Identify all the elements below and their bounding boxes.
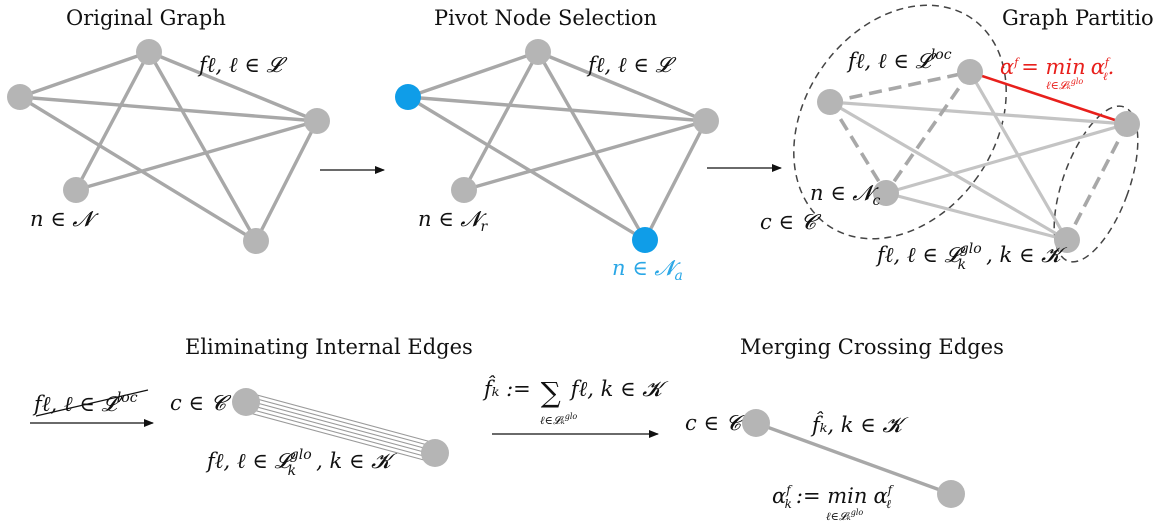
alpha-min-formula: αf = min αf ℓ. ℓ∈𝓛ₖglo — [1000, 55, 1114, 92]
panel-eliminating: Eliminating Internal Edges fℓ, ℓ ∈ 𝓛loc … — [30, 335, 473, 479]
alpha-k-formula: αf k:= min αf ℓ ℓ∈𝓛ₖglo — [772, 483, 895, 523]
graph-nodes — [395, 39, 719, 253]
cluster-ellipse-left — [793, 4, 1007, 240]
panel-merging: Merging Crossing Edges f̂ₖ := ∑ fℓ, k ∈ 𝓚 … — [482, 335, 1004, 523]
node-set-label: n ∈ 𝓝 — [30, 207, 99, 231]
panel-title: Original Graph — [66, 6, 226, 30]
eliminated-edge-label: fℓ, ℓ ∈ 𝓛loc — [32, 390, 138, 416]
panel-graph-partition: Graph Partition fℓ, ℓ ∈ 𝓛loc — [760, 4, 1153, 273]
cluster-node-label: n ∈ 𝓝c — [810, 181, 881, 209]
sum-formula: f̂ₖ := ∑ fℓ, k ∈ 𝓚 — [482, 376, 669, 409]
pivot-node — [632, 227, 658, 253]
cluster-node — [742, 409, 770, 437]
svg-text:ℓ∈𝓛ₖglo: ℓ∈𝓛ₖglo — [826, 508, 863, 523]
edge-set-label: fℓ, ℓ ∈ 𝓛 — [586, 53, 677, 77]
svg-text:ℓ∈𝓛ₖglo: ℓ∈𝓛ₖglo — [1046, 77, 1083, 92]
cluster-set-label: c ∈ 𝓒 — [760, 210, 822, 234]
cluster-set-label: c ∈ 𝓒 — [170, 391, 232, 415]
graph-edges — [18, 50, 319, 243]
merged-edge — [754, 421, 953, 496]
pivot-node — [395, 84, 421, 110]
graph-edges — [406, 50, 708, 242]
panel-title: Graph Partition — [1002, 6, 1153, 30]
crossing-edges — [828, 70, 1129, 242]
graph-nodes — [7, 39, 330, 254]
regular-node-label: n ∈ 𝓝r — [418, 207, 489, 235]
merged-edge-label: f̂ₖ, k ∈ 𝓚 — [810, 412, 909, 437]
parallel-edges — [245, 391, 436, 464]
cluster-ellipse-right — [1053, 105, 1139, 263]
internal-edges — [828, 70, 1129, 241]
sum-subscript: ℓ∈𝓛ₖglo — [540, 412, 577, 427]
strike-through — [35, 389, 149, 417]
graph-nodes — [817, 59, 1140, 253]
panel-original-graph: Original Graph fℓ, ℓ ∈ 𝓛 n ∈ 𝓝 — [7, 6, 330, 254]
min-capacity-edge — [969, 70, 1128, 126]
edge-set-label: fℓ, ℓ ∈ 𝓛 — [197, 53, 288, 77]
pivot-node-label: n ∈ 𝓝a — [612, 256, 683, 284]
panel-title: Pivot Node Selection — [434, 6, 657, 30]
cluster-set-label: c ∈ 𝓒 — [685, 411, 747, 435]
global-edge-label: fℓ, ℓ ∈ 𝓛glo k, k ∈ 𝓚 — [875, 241, 1068, 273]
panel-title: Eliminating Internal Edges — [185, 335, 473, 359]
local-edge-label: fℓ, ℓ ∈ 𝓛loc — [846, 47, 952, 73]
panel-title: Merging Crossing Edges — [740, 335, 1004, 359]
merge-arrow: f̂ₖ := ∑ fℓ, k ∈ 𝓚 ℓ∈𝓛ₖglo — [482, 376, 669, 438]
crossing-edge-label: fℓ, ℓ ∈ 𝓛glo k, k ∈ 𝓚 — [205, 447, 398, 479]
cluster-node — [937, 480, 965, 508]
cluster-ellipses — [793, 4, 1139, 263]
elimination-arrow: fℓ, ℓ ∈ 𝓛loc — [30, 389, 154, 427]
cluster-node — [232, 388, 260, 416]
panel-pivot-selection: Pivot Node Selection fℓ, ℓ ∈ 𝓛 n ∈ 𝓝r n … — [395, 6, 719, 284]
cluster-node — [421, 439, 449, 467]
